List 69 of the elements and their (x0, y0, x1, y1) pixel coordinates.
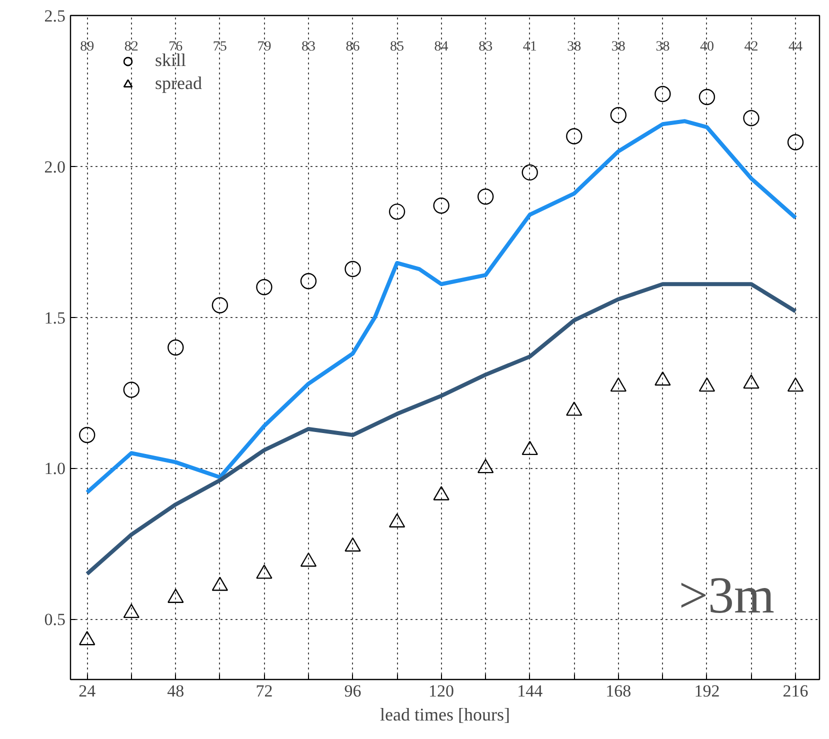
point (433, 198, 450, 214)
point (654, 86, 671, 102)
x-axis-title: lead times [hours] (380, 704, 510, 724)
point (787, 377, 804, 392)
point (477, 458, 494, 474)
x-tick-label: 72 (256, 682, 273, 700)
annotation: 82 (124, 40, 138, 54)
point (388, 513, 406, 528)
point (388, 204, 406, 220)
annotation: 83 (301, 40, 316, 54)
annotation: 38 (567, 40, 582, 54)
annotation: >3m (678, 568, 775, 624)
annotation: 38 (611, 40, 626, 54)
y-tick-label: 2.0 (44, 157, 66, 176)
point (79, 631, 96, 646)
point (522, 440, 538, 456)
annotation: 44 (788, 40, 803, 54)
line-series (85, 119, 798, 494)
y-tick-label: 1.5 (44, 308, 66, 328)
point (300, 273, 317, 290)
annotation: 42 (744, 40, 758, 54)
point (566, 402, 582, 416)
y-tick-label: 2.5 (44, 6, 66, 26)
x-tick-label: 216 (782, 682, 808, 700)
point (123, 382, 140, 398)
point (123, 604, 140, 618)
point (79, 426, 96, 444)
x-tick-label: 168 (606, 682, 632, 700)
point (212, 297, 228, 314)
point (698, 88, 716, 106)
point (433, 486, 450, 500)
point (787, 134, 804, 150)
point (477, 188, 494, 205)
annotation: 41 (522, 40, 537, 54)
x-tick-label: 48 (167, 682, 184, 700)
point (610, 377, 627, 392)
x-tick-label: 192 (694, 682, 720, 700)
annotation: 40 (700, 40, 714, 54)
point (743, 374, 760, 389)
x-tick-label: 144 (517, 682, 544, 700)
point (168, 339, 184, 356)
x-tick-label: 96 (344, 682, 362, 700)
annotation: 83 (478, 40, 493, 54)
point (566, 128, 582, 144)
point (344, 260, 361, 278)
point (256, 564, 272, 579)
point (344, 537, 361, 552)
point (256, 279, 272, 296)
point (212, 576, 228, 591)
annotation: 79 (257, 40, 272, 54)
point (743, 110, 760, 126)
line-series (85, 282, 798, 576)
annotation: 86 (346, 40, 360, 54)
annotation: 75 (212, 40, 227, 54)
point (522, 164, 538, 181)
point (168, 588, 184, 603)
annotation: 85 (390, 40, 404, 54)
x-tick-label: 120 (428, 682, 454, 700)
point (300, 552, 317, 567)
point (698, 377, 716, 392)
y-tick-label: 0.5 (44, 610, 66, 630)
y-tick-label: 1.0 (44, 459, 66, 478)
legend-label: spread (155, 73, 202, 94)
x-tick-label: 24 (78, 682, 96, 700)
point (610, 107, 627, 124)
annotation: 84 (434, 40, 448, 54)
annotation: 38 (656, 40, 670, 54)
annotation: 89 (80, 40, 94, 54)
point (654, 371, 671, 386)
